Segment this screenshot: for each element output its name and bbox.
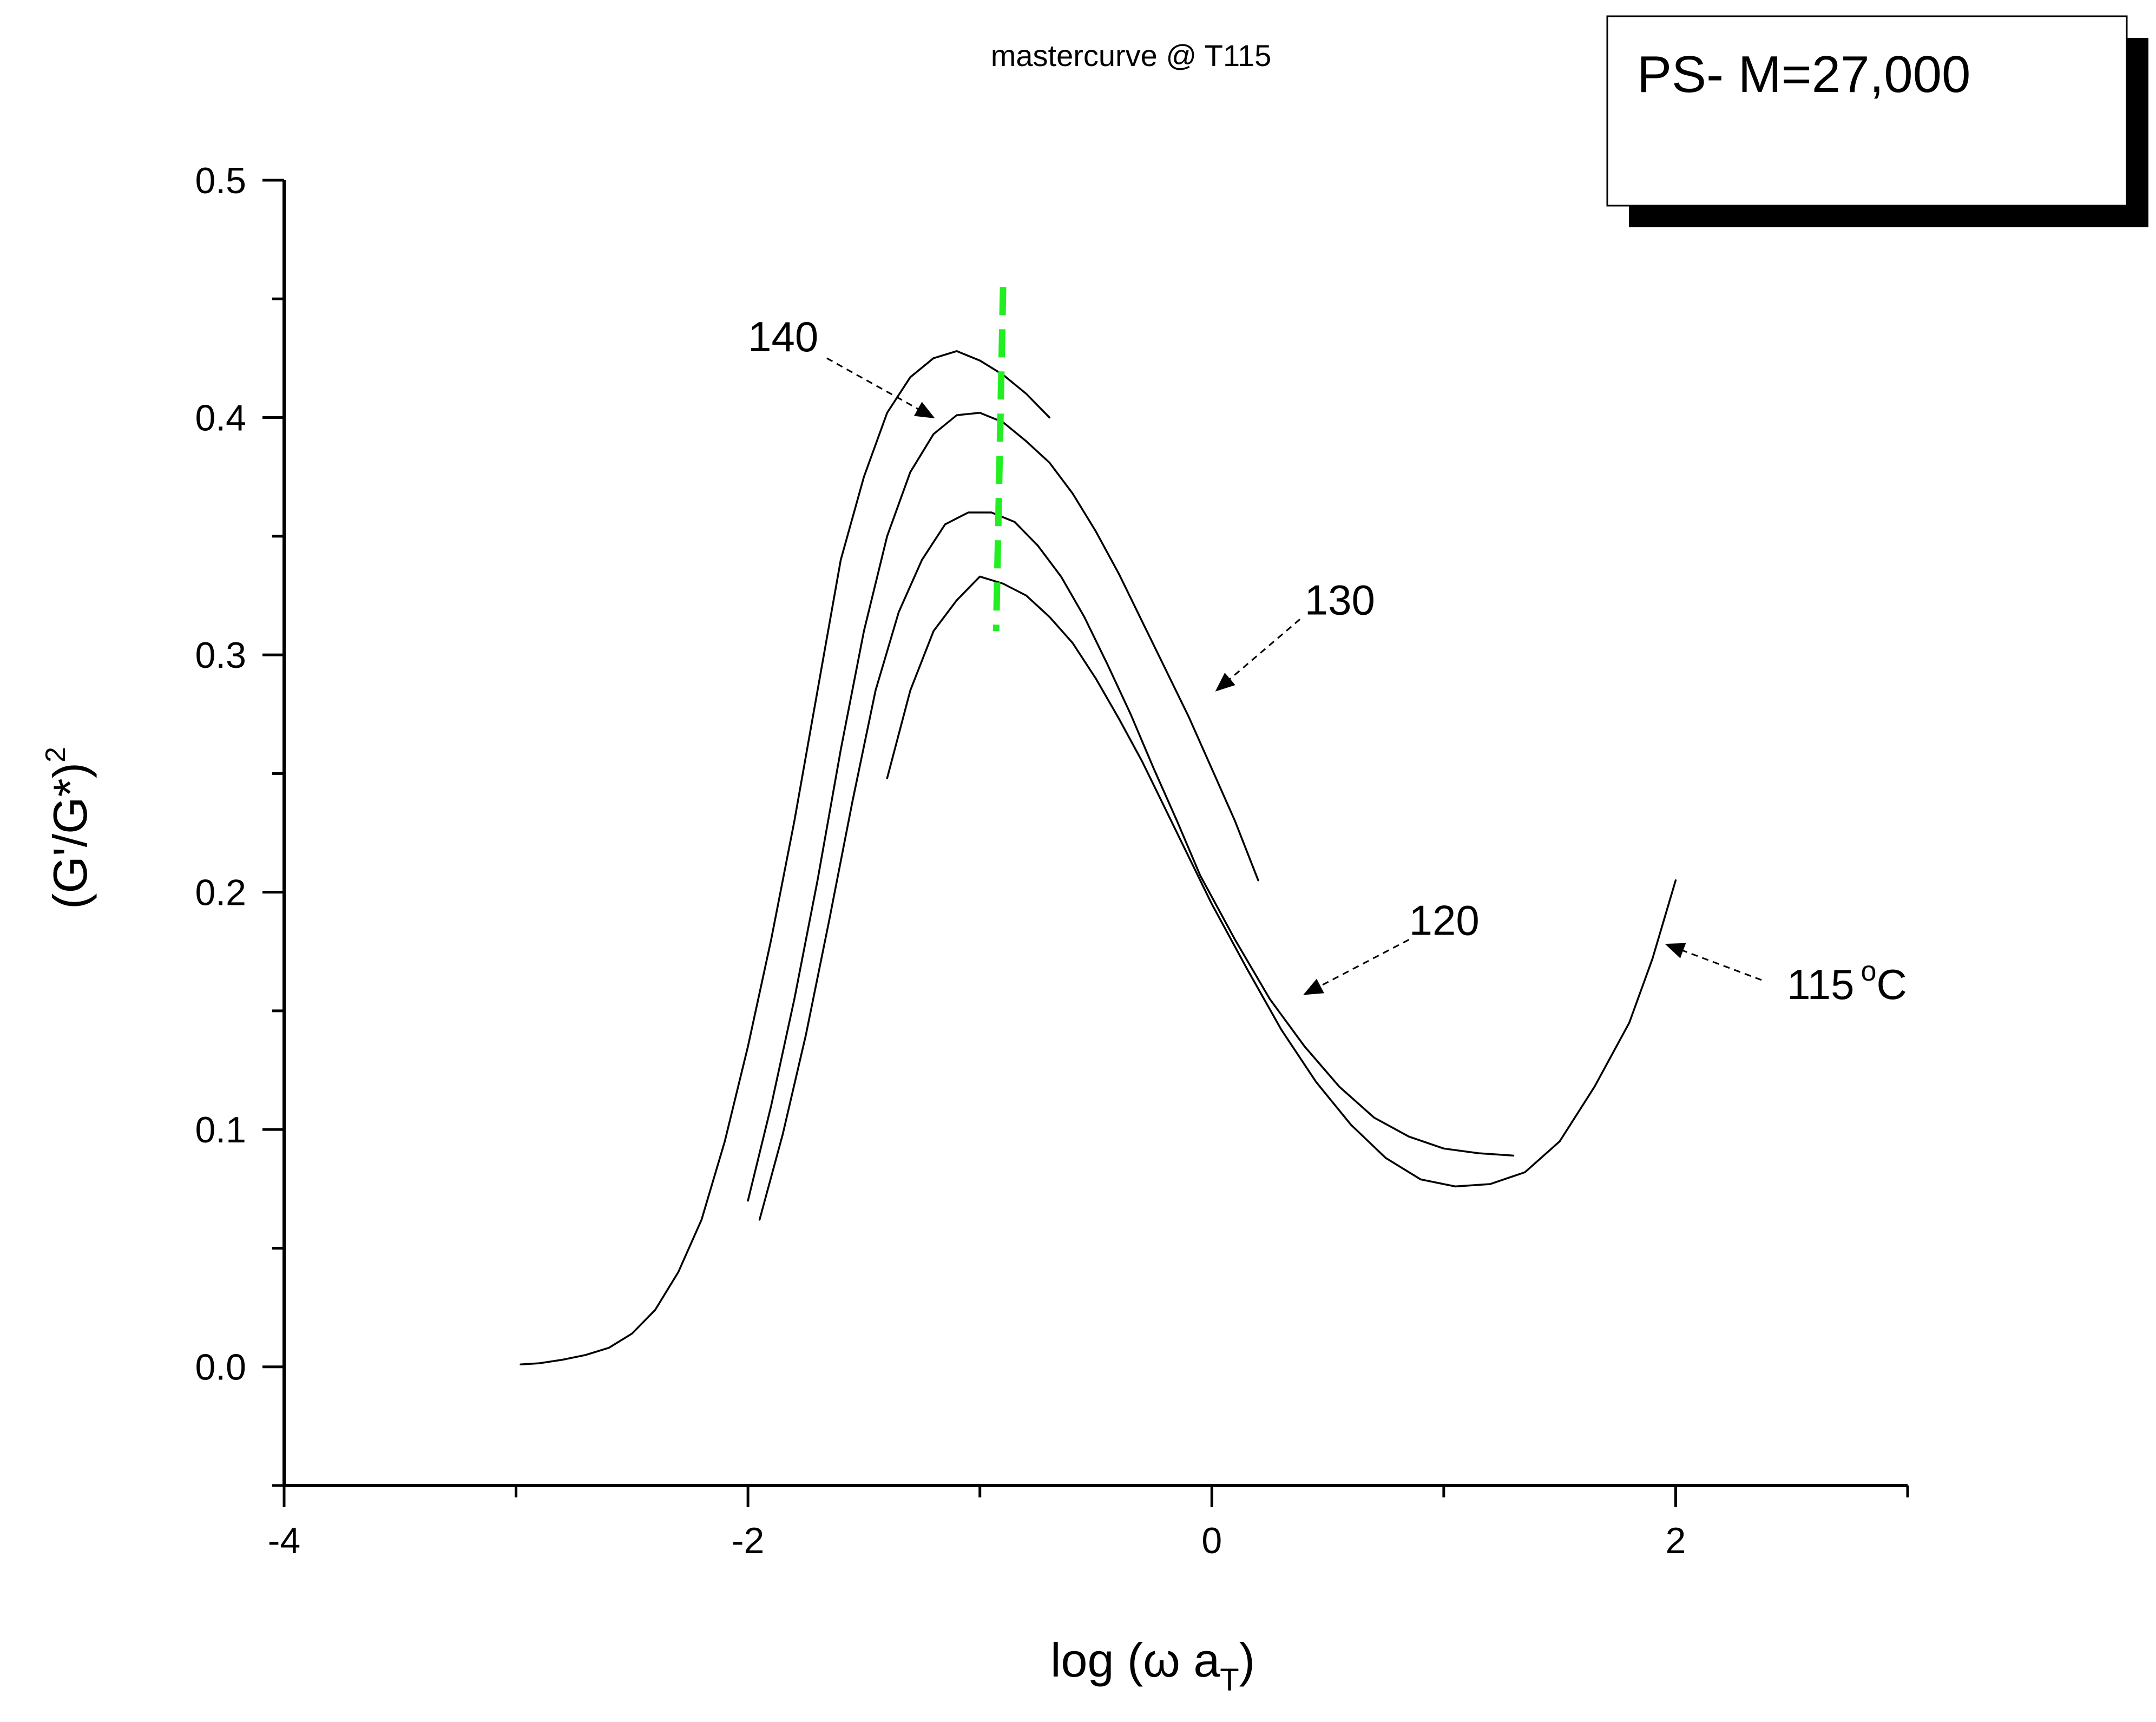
annotation-label: 115 oC	[1787, 956, 1907, 1008]
annotation-label-unit: C	[1876, 961, 1907, 1008]
axes	[282, 180, 1908, 1487]
curve-140	[520, 350, 1051, 1366]
y-axis-title-superscript: 2	[40, 747, 71, 763]
annotation-arrow	[1665, 943, 1762, 981]
x-tick-label: 2	[1666, 1520, 1686, 1561]
x-axis-title-subscript: T	[1220, 1662, 1239, 1698]
annotation-label-text: 140	[748, 313, 818, 360]
x-axis-title-a: a	[1180, 1633, 1220, 1687]
peak-line	[992, 287, 1007, 632]
annotation-label: 130	[1305, 576, 1375, 624]
x-axis-title-suffix: )	[1239, 1633, 1255, 1687]
y-tick-label: 0.5	[195, 160, 246, 201]
annotation-label-text: 115	[1787, 961, 1854, 1008]
y-tick-label: 0.3	[195, 635, 246, 676]
annotation-label: 140	[748, 313, 818, 360]
y-tick-label: 0.1	[195, 1109, 246, 1151]
curve-115C	[886, 575, 1677, 1188]
x-axis-title: log (ω aT)	[1050, 1633, 1255, 1698]
annotation-label: 120	[1409, 897, 1480, 944]
annotation-arrow	[826, 357, 935, 419]
chart-title: mastercurve @ T115	[991, 38, 1272, 73]
y-axis-title-main: (G'/G*)	[43, 763, 97, 909]
x-axis-title-omega: ω	[1143, 1633, 1180, 1687]
curve-120	[758, 511, 1515, 1221]
legend-label: PS- M=27,000	[1637, 45, 1970, 103]
y-tick-label: 0.0	[195, 1347, 246, 1388]
y-tick-label: 0.2	[195, 872, 246, 913]
x-tick-label: -2	[732, 1520, 764, 1561]
annotation-label-sup: o	[1861, 956, 1877, 987]
legend: PS- M=27,000	[1606, 15, 2148, 227]
curve-130	[747, 412, 1259, 1202]
axis-ticks: -4 -2 0 2 0.0 0.1 0.2 0.3 0.4 0.5	[195, 160, 1909, 1561]
annotations: 140 130 120 115 oC	[748, 313, 1907, 1008]
y-tick-label: 0.4	[195, 398, 246, 439]
x-tick-label: -4	[268, 1520, 300, 1561]
x-tick-label: 0	[1201, 1520, 1222, 1561]
curves	[520, 287, 1677, 1366]
annotation-label-text: 130	[1305, 576, 1375, 624]
x-axis-title-prefix: log (	[1050, 1633, 1143, 1687]
y-axis-title: (G'/G*)2	[40, 747, 97, 909]
annotation-label-text: 120	[1409, 897, 1480, 944]
annotation-arrow	[1303, 939, 1410, 995]
legend-box	[1606, 15, 2128, 207]
annotation-arrow	[1215, 619, 1301, 692]
